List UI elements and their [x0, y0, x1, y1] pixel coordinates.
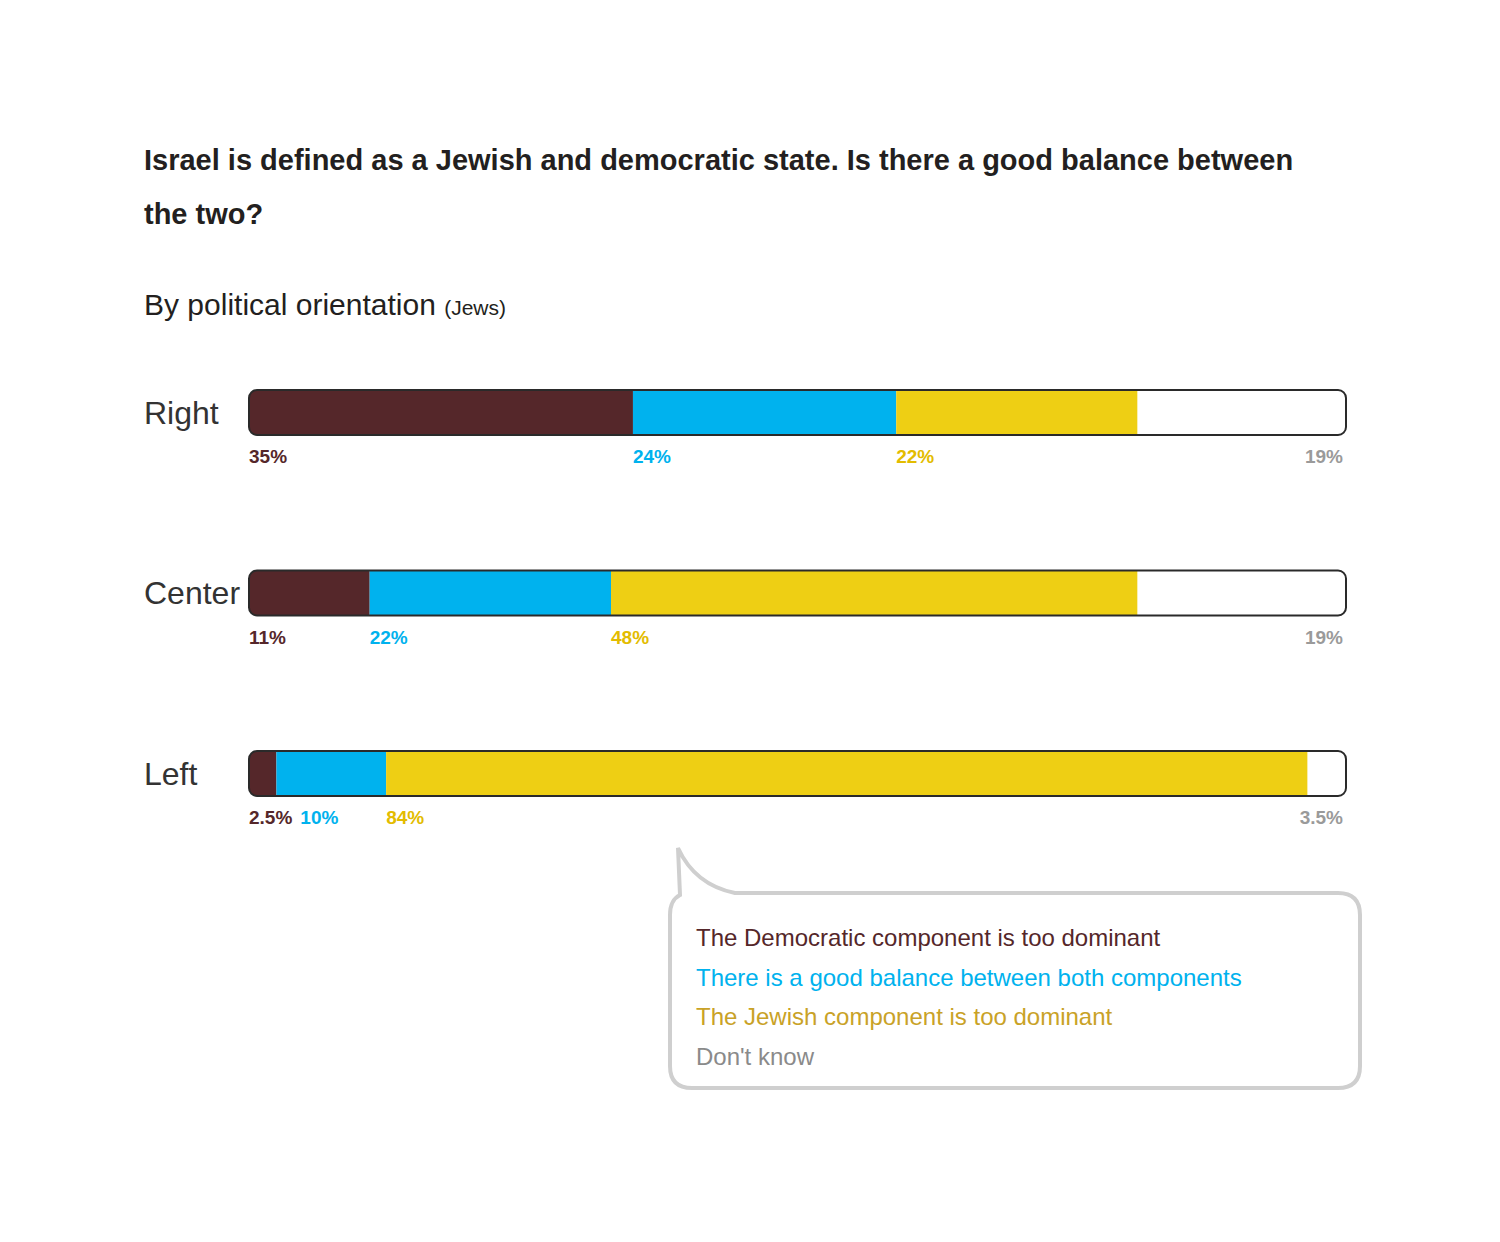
bar-frame [249, 571, 1346, 616]
legend-entry: The Democratic component is too dominant [696, 924, 1161, 951]
legend-entry: Don't know [696, 1043, 815, 1070]
bar-segment [611, 571, 1138, 616]
category-label: Right [144, 395, 219, 431]
legend: The Democratic component is too dominant… [670, 848, 1360, 1088]
data-label: 24% [633, 446, 671, 467]
bar-segment [276, 751, 386, 796]
bar-frame [249, 390, 1346, 435]
data-label: 11% [249, 627, 286, 648]
legend-entry: There is a good balance between both com… [696, 964, 1242, 991]
subtitle: By political orientation (Jews) [144, 288, 506, 321]
bar-segment [1138, 390, 1346, 435]
data-label: 84% [386, 807, 424, 828]
chart: Israel is defined as a Jewish and democr… [0, 0, 1500, 1242]
legend-entry: The Jewish component is too dominant [696, 1003, 1113, 1030]
data-label: 48% [611, 627, 649, 648]
subtitle-note: (Jews) [444, 296, 506, 319]
category-label: Left [144, 756, 197, 792]
bar-segment [633, 390, 896, 435]
title-line: Israel is defined as a Jewish and democr… [144, 144, 1293, 176]
data-labels: 35% 24% 22% 19% 11% 22% 48% 19% 2.5% 10% 84% 3.5% [249, 446, 1343, 828]
data-label: 35% [249, 446, 287, 467]
legend-bubble [670, 848, 1360, 1088]
bar-segment [386, 751, 1307, 796]
bar-segment [1308, 751, 1346, 796]
category-label: Center [144, 575, 240, 611]
background [0, 0, 1500, 1242]
bar-segment [896, 390, 1137, 435]
data-label: 22% [370, 627, 408, 648]
title: Israel is defined as a Jewish and democr… [144, 144, 1293, 230]
bar-segment [370, 571, 611, 616]
bar-segment [249, 571, 370, 616]
bars [249, 390, 1346, 796]
data-label: 22% [896, 446, 934, 467]
subtitle-main: By political orientation [144, 288, 444, 321]
data-label: 10% [300, 807, 338, 828]
data-label: 19% [1305, 627, 1343, 648]
data-label: 2.5% [249, 807, 292, 828]
title-line: the two? [144, 198, 263, 230]
data-label: 19% [1305, 446, 1343, 467]
bar-segment [1138, 571, 1346, 616]
bar-segment [249, 751, 276, 796]
data-label: 3.5% [1300, 807, 1343, 828]
bar-segment [249, 390, 633, 435]
bar-frame [249, 751, 1346, 796]
